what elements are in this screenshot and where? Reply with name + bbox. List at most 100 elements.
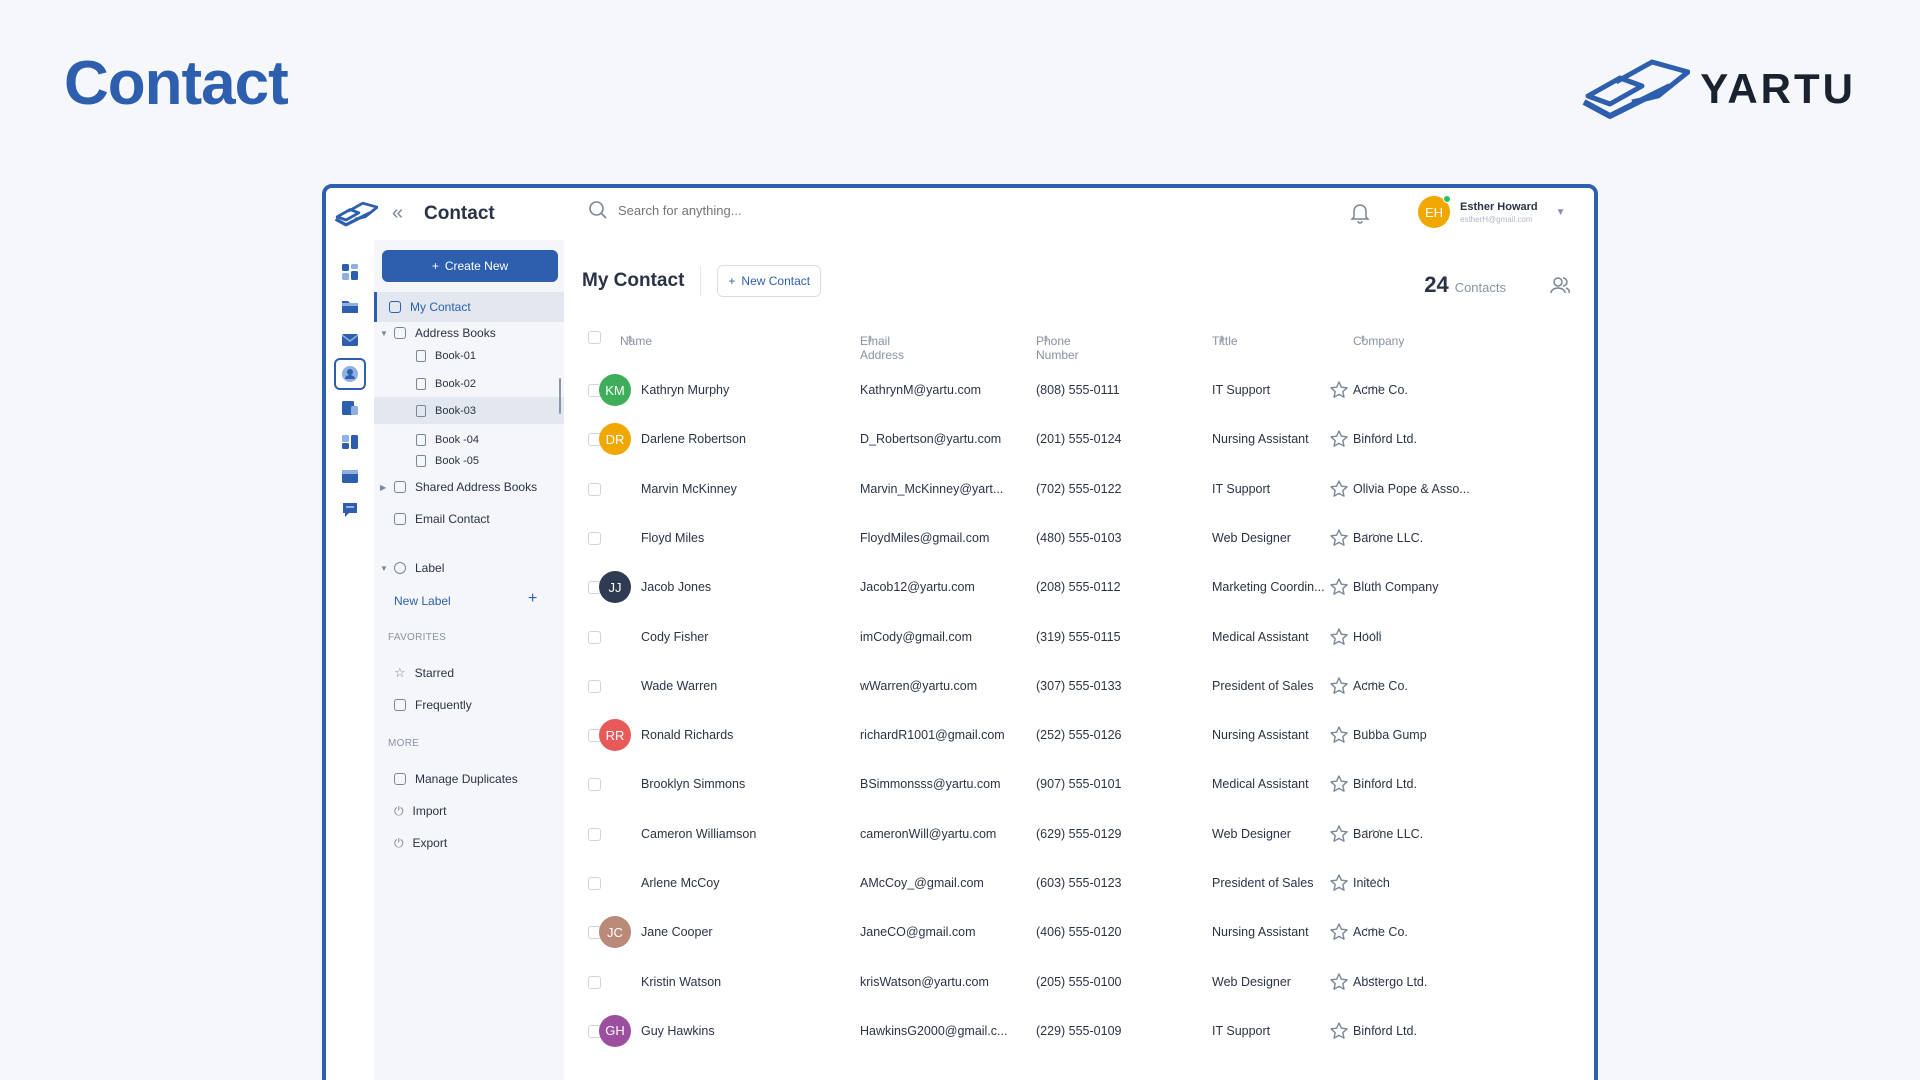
table-row[interactable]: DR Darlene Robertson D_Robertson@yartu.com… xyxy=(564,415,1594,464)
star-icon[interactable] xyxy=(1329,1021,1349,1044)
star-icon[interactable] xyxy=(1329,577,1349,600)
more-options-icon[interactable]: ··· xyxy=(1364,821,1383,839)
star-icon[interactable] xyxy=(1329,774,1349,797)
contact-email[interactable]: cameronWill@yartu.com xyxy=(860,826,997,841)
table-row[interactable]: RR Ronald Richards richardR1001@gmail.com (… xyxy=(564,711,1594,760)
contact-name[interactable]: Guy Hawkins xyxy=(641,1023,715,1038)
sidebar-item-book-03[interactable]: Book-03 xyxy=(374,397,564,424)
select-all-checkbox[interactable] xyxy=(588,331,601,344)
chevron-down-icon[interactable]: ▼ xyxy=(1555,206,1566,218)
table-row[interactable]: Floyd Miles FloydMiles@gmail.com (480) 555… xyxy=(564,514,1594,563)
star-icon[interactable] xyxy=(1329,429,1349,452)
dashboard-icon[interactable] xyxy=(334,256,366,288)
sidebar-scrollbar[interactable] xyxy=(559,378,561,414)
sidebar-item-book-02[interactable]: Book-02 xyxy=(374,372,564,395)
sort-icon[interactable]: ⬍ xyxy=(1218,334,1226,344)
contact-name[interactable]: Wade Warren xyxy=(641,678,718,693)
contact-email[interactable]: imCody@gmail.com xyxy=(860,629,973,644)
star-icon[interactable] xyxy=(1329,380,1349,403)
contact-email[interactable]: FloydMiles@gmail.com xyxy=(860,530,990,545)
sidebar-item-export[interactable]: ⏻ Export xyxy=(374,828,564,858)
row-checkbox[interactable] xyxy=(588,630,601,644)
sort-icon[interactable]: ⬍ xyxy=(1359,334,1367,344)
contact-icon[interactable] xyxy=(334,358,366,390)
star-icon[interactable] xyxy=(1329,528,1349,551)
contact-email[interactable]: krisWatson@yartu.com xyxy=(860,974,989,989)
star-icon[interactable] xyxy=(1329,725,1349,748)
sort-icon[interactable]: ⬍ xyxy=(1042,334,1050,344)
contact-name[interactable]: Marvin McKinney xyxy=(641,481,737,496)
chat-icon[interactable] xyxy=(334,494,366,526)
app-logo-icon[interactable] xyxy=(334,200,379,233)
contact-name[interactable]: Brooklyn Simmons xyxy=(641,777,746,792)
sidebar-item-manage-duplicates[interactable]: Manage Duplicates xyxy=(374,764,564,794)
contact-name[interactable]: Kristin Watson xyxy=(641,974,722,989)
star-icon[interactable] xyxy=(1329,627,1349,650)
star-icon[interactable] xyxy=(1329,922,1349,945)
row-checkbox[interactable] xyxy=(588,778,601,792)
star-icon[interactable] xyxy=(1329,479,1349,502)
more-options-icon[interactable]: ··· xyxy=(1364,575,1383,593)
contact-name[interactable]: Floyd Miles xyxy=(641,530,705,545)
sidebar-item-book-04[interactable]: Book -04 xyxy=(374,428,564,451)
contact-name[interactable]: Ronald Richards xyxy=(641,728,734,743)
table-row[interactable]: GH Guy Hawkins HawkinsG2000@gmail.c... (229… xyxy=(564,1007,1594,1056)
contact-email[interactable]: Marvin_McKinney@yart... xyxy=(860,481,1004,496)
sort-icon[interactable]: ⬍ xyxy=(866,334,874,344)
contact-name[interactable]: Arlene McCoy xyxy=(641,876,720,890)
contact-email[interactable]: D_Robertson@yartu.com xyxy=(860,432,1002,447)
more-options-icon[interactable]: ··· xyxy=(1364,525,1383,543)
more-options-icon[interactable]: ··· xyxy=(1364,624,1383,642)
new-contact-button[interactable]: + New Contact xyxy=(717,265,822,297)
sort-icon[interactable]: ⬍ xyxy=(626,334,634,344)
more-options-icon[interactable]: ··· xyxy=(1364,427,1383,445)
mail-icon[interactable] xyxy=(334,324,366,356)
create-new-button[interactable]: + Create New xyxy=(382,250,558,282)
star-icon[interactable] xyxy=(1329,873,1349,896)
table-row[interactable]: Kristin Watson krisWatson@yartu.com (205) … xyxy=(564,958,1594,1007)
star-icon[interactable] xyxy=(1329,824,1349,847)
contact-email[interactable]: JaneCO@gmail.com xyxy=(860,925,976,940)
row-checkbox[interactable] xyxy=(588,975,601,989)
sidebar-item-book-01[interactable]: Book-01 xyxy=(374,344,564,367)
table-row[interactable]: Arlene McCoy AMcCoy_@gmail.com (603) 555-0… xyxy=(564,859,1594,908)
contact-email[interactable]: AMcCoy_@gmail.com xyxy=(860,876,984,890)
new-label-link[interactable]: New Label xyxy=(394,594,451,608)
contact-email[interactable]: wWarren@yartu.com xyxy=(860,678,978,693)
folder-icon[interactable] xyxy=(334,290,366,322)
row-checkbox[interactable] xyxy=(588,482,601,496)
more-options-icon[interactable]: ··· xyxy=(1364,673,1383,691)
apps-icon[interactable] xyxy=(334,426,366,458)
row-checkbox[interactable] xyxy=(588,877,601,890)
notes-icon[interactable] xyxy=(334,392,366,424)
contact-name[interactable]: Darlene Robertson xyxy=(641,432,746,447)
row-checkbox[interactable] xyxy=(588,679,601,693)
sidebar-item-import[interactable]: ⏻ Import xyxy=(374,796,564,826)
row-checkbox[interactable] xyxy=(588,531,601,545)
sidebar-item-label-group[interactable]: ▼ Label xyxy=(374,553,564,583)
more-options-icon[interactable]: ··· xyxy=(1364,723,1383,741)
table-row[interactable]: Cameron Williamson cameronWill@yartu.com (… xyxy=(564,810,1594,859)
calendar-icon[interactable] xyxy=(334,460,366,492)
more-options-icon[interactable]: ··· xyxy=(1364,378,1383,395)
bell-icon[interactable] xyxy=(1350,202,1370,229)
collapse-sidebar-icon[interactable]: « xyxy=(392,202,404,224)
contact-name[interactable]: Cameron Williamson xyxy=(641,826,757,841)
contact-name[interactable]: Cody Fisher xyxy=(641,629,709,644)
table-row[interactable]: Brooklyn Simmons BSimmonsss@yartu.com (907… xyxy=(564,760,1594,809)
more-options-icon[interactable]: ··· xyxy=(1364,1018,1383,1036)
table-row[interactable]: KM Kathryn Murphy KathrynM@yartu.com (808) … xyxy=(564,366,1594,415)
contact-name[interactable]: Jacob Jones xyxy=(641,580,712,595)
contact-name[interactable]: Kathryn Murphy xyxy=(641,383,730,397)
add-label-icon[interactable]: + xyxy=(528,590,538,607)
sidebar-item-email-contact[interactable]: Email Contact xyxy=(374,504,564,534)
user-menu[interactable]: EH Esther Howard estherH@gmail.com ▼ xyxy=(1418,195,1566,228)
sidebar-item-address-books[interactable]: ▼ Address Books xyxy=(374,318,564,348)
chevron-down-icon[interactable]: ▼ xyxy=(380,563,388,573)
star-icon[interactable] xyxy=(1329,972,1349,995)
sidebar-item-frequently[interactable]: Frequently xyxy=(374,690,564,720)
chevron-right-icon[interactable]: ▶ xyxy=(380,482,387,492)
table-row[interactable]: Cody Fisher imCody@gmail.com (319) 555-011… xyxy=(564,613,1594,662)
more-options-icon[interactable]: ··· xyxy=(1364,871,1383,888)
more-options-icon[interactable]: ··· xyxy=(1364,772,1383,790)
